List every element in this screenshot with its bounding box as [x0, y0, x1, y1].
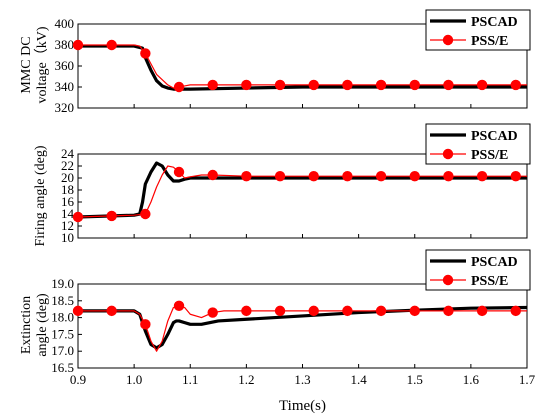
data-point-marker — [274, 305, 286, 317]
y-tick-label: 14 — [61, 206, 75, 221]
y-axis-label: MMC DCvoltage（kV) — [19, 26, 50, 103]
data-point-marker — [308, 79, 319, 91]
legend: PSCAD PSS/E — [425, 9, 531, 51]
data-point-marker — [476, 171, 488, 182]
legend-label: PSS/E — [471, 274, 508, 289]
x-tick-label: 1.4 — [351, 372, 368, 387]
legend-label: PSCAD — [471, 255, 518, 270]
data-point-marker — [308, 305, 319, 317]
x-tick-label: 1.1 — [182, 372, 198, 387]
y-axis-label: Firing angle (deg) — [33, 145, 48, 246]
legend-box — [425, 123, 531, 165]
legend-marker — [442, 274, 454, 286]
y-axis-label: Extinctionangle (deg) — [19, 293, 50, 357]
data-point-marker — [375, 305, 387, 317]
x-tick-label: 1.7 — [519, 372, 536, 387]
data-point-marker — [510, 305, 521, 317]
data-point-marker — [375, 79, 387, 91]
y-tick-label: 18.0 — [51, 310, 74, 325]
x-tick-label: 1.6 — [463, 372, 480, 387]
y-tick-label: 16 — [61, 194, 75, 209]
x-tick-label: 1.0 — [126, 372, 142, 387]
y-tick-label: 16.5 — [51, 360, 74, 375]
legend-box — [425, 9, 531, 51]
data-point-marker — [72, 305, 84, 317]
data-point-marker — [409, 305, 420, 317]
data-point-marker — [106, 305, 117, 317]
y-tick-label: 24 — [61, 146, 75, 161]
y-tick-label: 22 — [61, 158, 74, 173]
data-point-marker — [72, 211, 84, 223]
data-point-marker — [241, 305, 252, 317]
data-point-marker — [375, 171, 387, 182]
series-line-pscad — [78, 305, 528, 350]
data-point-marker — [476, 305, 488, 317]
legend: PSCAD PSS/E — [425, 249, 531, 291]
data-point-marker — [443, 79, 454, 91]
legend-label: PSCAD — [471, 15, 518, 30]
legend-box — [425, 249, 531, 291]
data-point-marker — [241, 171, 252, 182]
data-point-marker — [443, 305, 454, 317]
y-tick-label: 19.0 — [51, 276, 74, 291]
x-axis-label: Time(s) — [279, 398, 326, 414]
data-point-marker — [140, 319, 151, 330]
data-point-marker — [274, 79, 286, 91]
data-point-marker — [106, 210, 117, 222]
data-point-marker — [173, 81, 185, 93]
legend-marker — [442, 148, 454, 160]
legend-marker — [442, 34, 454, 46]
data-point-marker — [308, 171, 319, 182]
y-tick-label: 320 — [55, 100, 75, 115]
data-point-marker — [274, 171, 286, 182]
y-tick-label: 340 — [55, 79, 75, 94]
subplot-1: 320 340 360 380 400 MMC DCvoltage（kV) PSCAD PSS… — [19, 9, 531, 115]
legend: PSCAD PSS/E — [425, 123, 531, 165]
data-point-marker — [106, 39, 117, 51]
data-point-marker — [72, 39, 84, 51]
data-point-marker — [510, 79, 521, 91]
y-tick-label: 12 — [61, 218, 74, 233]
y-tick-label: 360 — [55, 58, 75, 73]
y-tick-label: 10 — [61, 230, 74, 245]
x-tick-label: 0.9 — [70, 372, 86, 387]
x-tick-label: 1.3 — [294, 372, 310, 387]
data-point-marker — [409, 171, 420, 182]
subplot-3: 16.5 17.0 17.518.0 18.5 19.0 0.9 1.0 1.1 1.2 1.3 1… — [19, 249, 536, 414]
data-point-marker — [342, 79, 353, 91]
data-point-marker — [207, 307, 218, 318]
data-point-marker — [207, 79, 218, 91]
y-tick-label: 400 — [55, 16, 75, 31]
y-tick-label: 17.5 — [51, 326, 74, 341]
y-tick-label: 380 — [55, 37, 75, 52]
x-tick-label: 1.5 — [407, 372, 423, 387]
y-tick-label: 18 — [61, 182, 74, 197]
data-point-marker — [342, 171, 353, 182]
y-tick-label: 17.0 — [51, 343, 74, 358]
data-point-marker — [173, 300, 185, 312]
data-point-marker — [476, 79, 488, 91]
data-point-marker — [342, 305, 353, 317]
data-point-marker — [173, 166, 185, 178]
y-tick-label: 20 — [61, 170, 74, 185]
legend-label: PSS/E — [471, 34, 508, 49]
data-point-marker — [207, 169, 218, 181]
data-point-marker — [140, 208, 151, 220]
legend-label: PSS/E — [471, 148, 508, 163]
plot-frame — [77, 153, 528, 239]
data-point-marker — [409, 79, 420, 91]
data-point-marker — [510, 171, 521, 182]
x-tick-label: 1.2 — [238, 372, 254, 387]
legend-label: PSCAD — [471, 129, 518, 144]
data-point-marker — [140, 48, 151, 59]
y-tick-label: 18.5 — [51, 293, 74, 308]
data-point-marker — [241, 79, 252, 91]
data-point-marker — [443, 171, 454, 182]
